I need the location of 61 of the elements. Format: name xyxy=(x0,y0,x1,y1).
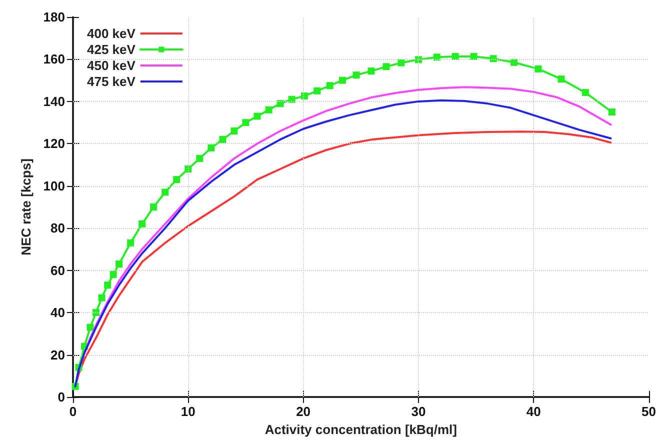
point xyxy=(326,82,334,90)
point xyxy=(534,65,542,72)
point xyxy=(352,72,360,79)
x-tick-label: 10 xyxy=(180,404,196,419)
point xyxy=(110,271,117,278)
point xyxy=(582,89,589,96)
point xyxy=(254,112,261,120)
x-tick-label: 40 xyxy=(526,404,541,419)
point xyxy=(138,220,146,228)
legend-label: 450 keV xyxy=(86,58,136,73)
x-tick-label: 30 xyxy=(411,404,426,419)
point xyxy=(314,87,321,94)
y-tick-label: 100 xyxy=(43,178,65,194)
y-axis-title: NEC rate [kcps] xyxy=(18,158,34,256)
point xyxy=(558,76,565,83)
point xyxy=(242,119,250,126)
point xyxy=(608,108,616,116)
legend-label: 475 keV xyxy=(86,74,136,89)
point xyxy=(98,294,106,302)
point xyxy=(196,154,204,162)
point xyxy=(490,55,497,62)
y-tick-label: 60 xyxy=(50,262,65,278)
point xyxy=(173,176,180,184)
point xyxy=(150,204,158,210)
legend-label: 400 keV xyxy=(86,26,136,41)
point xyxy=(510,58,518,66)
point xyxy=(470,52,478,60)
point xyxy=(104,282,112,289)
line-series xyxy=(84,86,612,354)
point xyxy=(382,63,390,70)
point xyxy=(116,260,123,268)
point xyxy=(184,166,192,172)
y-tick-label: 180 xyxy=(43,10,65,24)
point xyxy=(265,106,272,114)
y-tick-label: 120 xyxy=(43,136,65,152)
point xyxy=(398,59,405,66)
point xyxy=(230,128,238,134)
point xyxy=(433,54,440,61)
y-tick-label: 20 xyxy=(50,347,65,362)
y-tick-label: 80 xyxy=(50,220,65,236)
point xyxy=(219,136,226,143)
point xyxy=(452,52,459,60)
y-tick-label: 40 xyxy=(50,305,65,320)
point xyxy=(208,144,215,152)
point xyxy=(92,309,100,316)
x-tick-label: 0 xyxy=(69,404,77,419)
point xyxy=(162,188,169,196)
y-tick-label: 0 xyxy=(58,390,65,404)
y-tick-label: 140 xyxy=(43,94,65,109)
point xyxy=(86,324,94,331)
legend-label: 425 keV xyxy=(86,42,136,57)
point xyxy=(127,239,134,246)
point xyxy=(368,68,375,75)
y-tick-label: 160 xyxy=(43,52,65,67)
x-tick-label: 20 xyxy=(296,404,311,419)
x-axis-title: Activity concentration [kBq/ml] xyxy=(264,422,457,437)
point xyxy=(338,76,346,84)
point xyxy=(300,92,308,100)
point xyxy=(276,100,284,108)
point xyxy=(288,96,296,103)
x-tick-label: 50 xyxy=(642,404,656,419)
